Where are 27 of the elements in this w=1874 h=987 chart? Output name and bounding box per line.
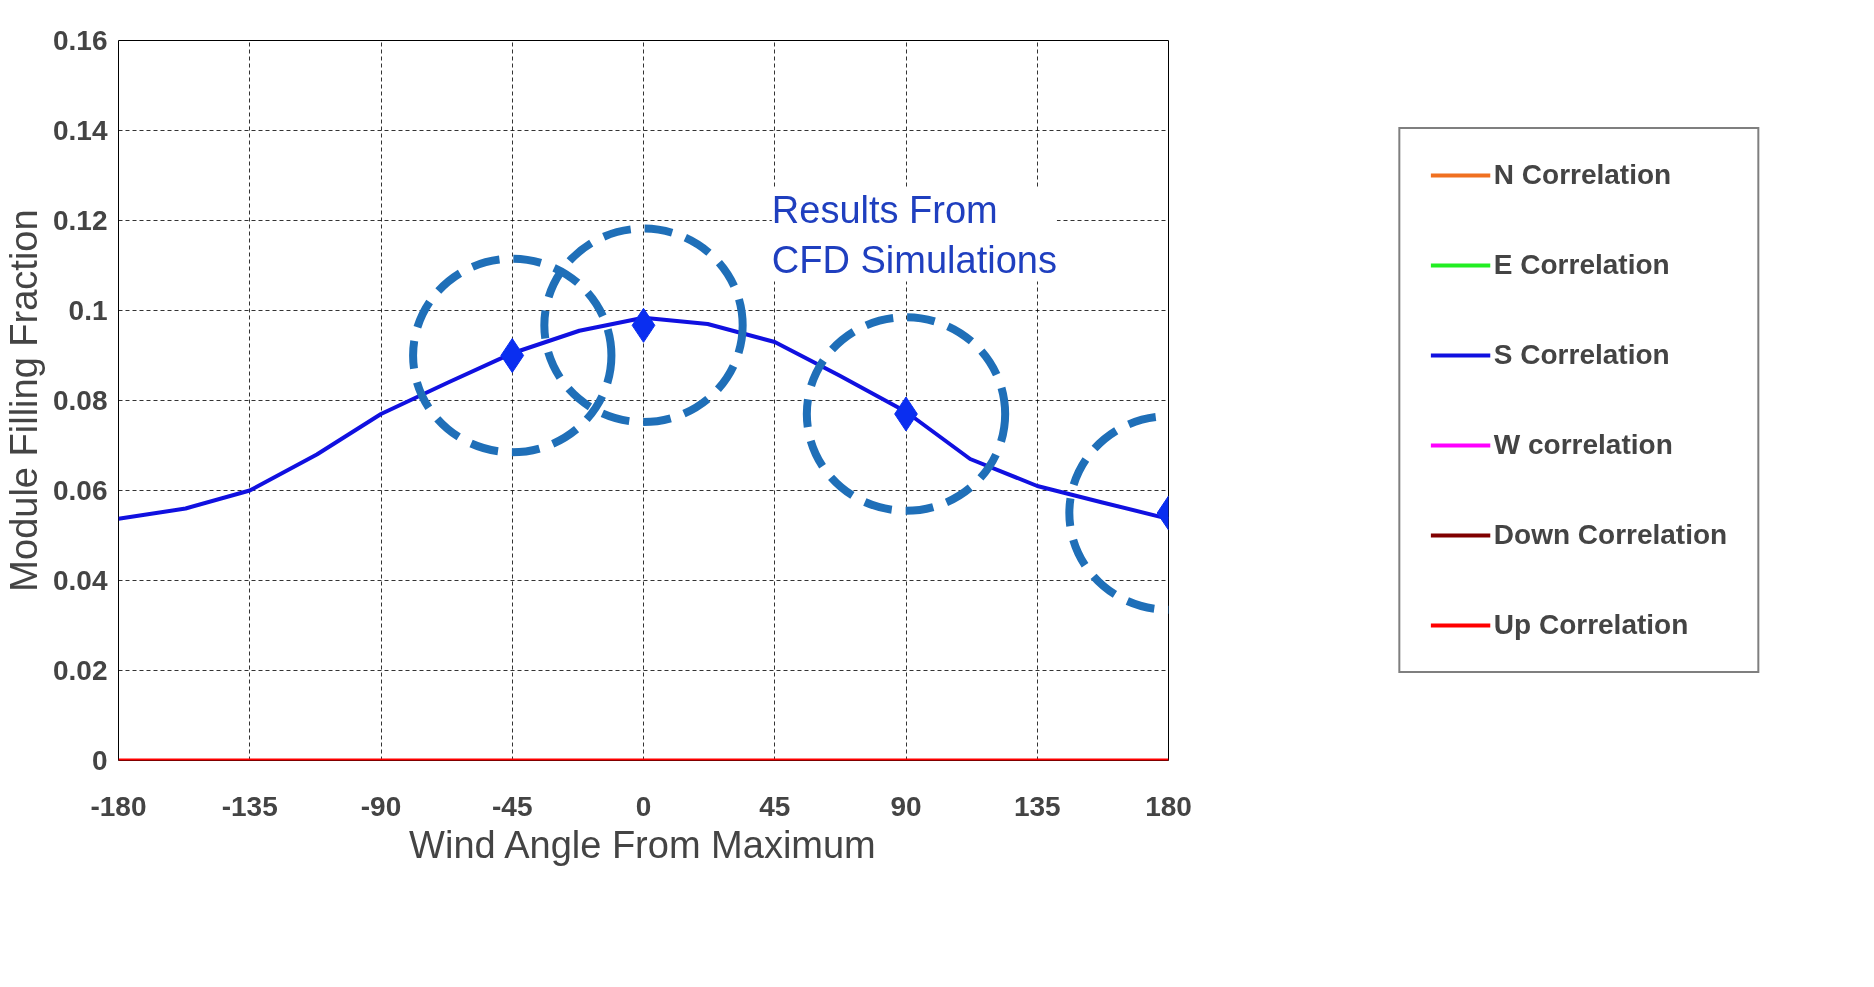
x-tick-label: 0 [635, 790, 652, 822]
y-axis-title: Module Filling Fraction [3, 209, 45, 592]
x-axis-title: Wind Angle From Maximum [409, 823, 876, 866]
y-tick-label: 0.04 [53, 565, 108, 596]
x-tick-label: 90 [890, 790, 922, 822]
x-tick-label: -45 [492, 790, 533, 822]
legend-label: Down Correlation [1493, 519, 1728, 551]
y-tick-label: 0.02 [53, 655, 108, 686]
y-tick-label: 0.12 [53, 205, 108, 236]
y-tick-label: 0.1 [68, 295, 108, 326]
y-tick-label: 0.16 [53, 25, 108, 56]
x-tick-label: 135 [1013, 790, 1061, 822]
x-tick-label: -90 [360, 790, 402, 822]
legend-label: N Correlation [1493, 159, 1672, 191]
legend-label: S Correlation [1493, 339, 1670, 371]
y-tick-label: 0.06 [53, 475, 108, 506]
x-tick-label: -180 [90, 790, 147, 822]
legend-label: Up Correlation [1493, 609, 1689, 641]
legend-label: W correlation [1493, 429, 1673, 461]
x-tick-label: 45 [759, 790, 791, 822]
x-tick-label: 180 [1145, 790, 1192, 822]
x-tick-label: -135 [221, 790, 278, 822]
y-tick-label: 0.08 [53, 385, 108, 416]
y-tick-label: 0 [91, 745, 108, 776]
annotation: Results From CFD Simulations [771, 189, 1057, 282]
legend-label: E Correlation [1493, 249, 1670, 281]
y-tick-label: 0.14 [53, 115, 108, 146]
